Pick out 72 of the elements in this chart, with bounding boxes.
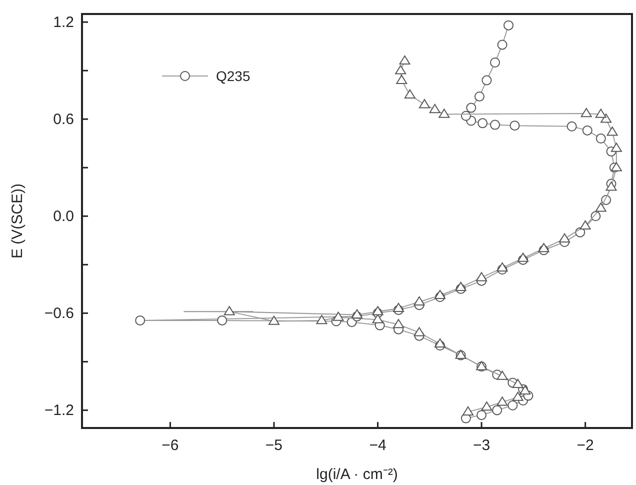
point bbox=[481, 401, 492, 411]
point bbox=[418, 99, 430, 108]
point bbox=[393, 319, 404, 328]
point bbox=[520, 385, 531, 394]
point bbox=[372, 314, 384, 324]
point bbox=[492, 405, 502, 416]
y-tick-label: −0.6 bbox=[44, 305, 74, 322]
point bbox=[476, 410, 487, 420]
point bbox=[512, 392, 524, 401]
point bbox=[595, 108, 606, 118]
point bbox=[580, 108, 592, 118]
point bbox=[404, 89, 416, 99]
point bbox=[372, 306, 384, 316]
point bbox=[518, 252, 529, 262]
point bbox=[566, 121, 577, 132]
point bbox=[504, 20, 514, 30]
point bbox=[414, 296, 425, 306]
legend-label: Q235 bbox=[216, 68, 250, 84]
point bbox=[512, 378, 524, 388]
x-tick-label: −5 bbox=[265, 437, 283, 454]
point bbox=[496, 396, 508, 406]
point bbox=[434, 338, 446, 348]
point bbox=[434, 290, 446, 300]
point bbox=[508, 400, 518, 410]
point bbox=[490, 58, 500, 68]
point bbox=[610, 162, 622, 172]
point bbox=[538, 242, 550, 252]
point bbox=[482, 75, 492, 86]
point bbox=[490, 120, 500, 130]
point bbox=[580, 220, 591, 230]
point bbox=[135, 315, 146, 326]
y-tick-label: 1.2 bbox=[53, 14, 74, 32]
point bbox=[462, 406, 474, 416]
point bbox=[393, 302, 404, 312]
point bbox=[510, 120, 520, 131]
point bbox=[496, 262, 508, 272]
point bbox=[438, 108, 450, 118]
point bbox=[414, 327, 425, 336]
point bbox=[316, 314, 328, 324]
x-tick-label: −4 bbox=[369, 437, 386, 454]
point bbox=[600, 114, 612, 123]
point bbox=[399, 55, 410, 65]
point bbox=[474, 91, 484, 102]
point bbox=[455, 282, 466, 291]
y-tick-label: 0.6 bbox=[53, 111, 74, 128]
point bbox=[395, 65, 406, 74]
point bbox=[429, 104, 440, 114]
point bbox=[476, 272, 488, 282]
point bbox=[582, 125, 592, 136]
x-tick-label: −6 bbox=[162, 437, 179, 454]
point bbox=[466, 102, 476, 113]
point bbox=[217, 315, 228, 326]
y-tick-label: 0.0 bbox=[53, 208, 74, 226]
point bbox=[268, 316, 280, 325]
point bbox=[497, 40, 508, 50]
point bbox=[478, 118, 488, 128]
point bbox=[496, 370, 508, 380]
point bbox=[596, 134, 606, 144]
x-tick-label: −2 bbox=[576, 437, 594, 454]
point bbox=[332, 312, 344, 321]
point bbox=[606, 182, 617, 191]
point bbox=[559, 233, 570, 242]
point bbox=[396, 74, 408, 84]
point bbox=[224, 306, 235, 316]
x-tick-label: −3 bbox=[472, 437, 490, 454]
point bbox=[610, 142, 622, 152]
y-axis-title: E (V(SCE)) bbox=[9, 183, 26, 258]
point bbox=[606, 126, 618, 136]
x-axis-title: lg(i/A · cm⁻²) bbox=[316, 466, 398, 483]
point bbox=[352, 309, 362, 318]
point bbox=[595, 202, 606, 212]
y-tick-label: −1.2 bbox=[44, 402, 74, 420]
